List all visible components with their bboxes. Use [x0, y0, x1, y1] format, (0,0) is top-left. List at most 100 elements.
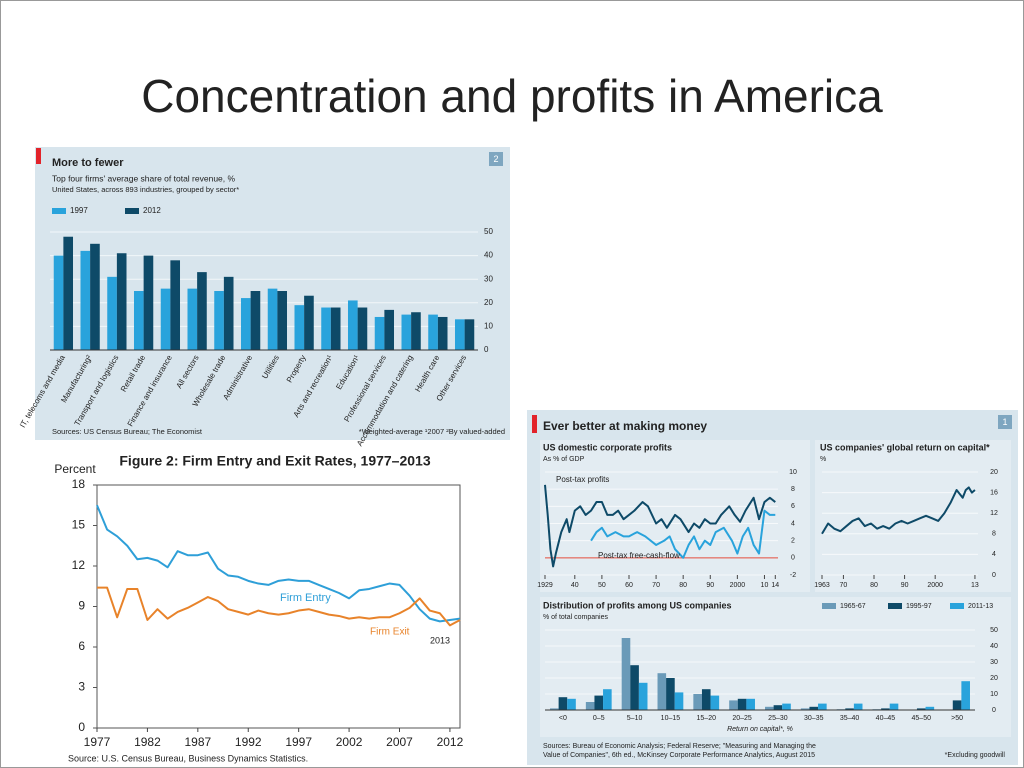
- bar: [558, 697, 568, 710]
- bar: [952, 700, 962, 710]
- line: [821, 486, 976, 535]
- x-tick-label: 35–40: [840, 715, 860, 722]
- chart-subtitle: As % of GDP: [543, 456, 585, 463]
- line: [97, 586, 461, 627]
- x-tick-label: 1963: [814, 582, 830, 589]
- legend-label: 1965-67: [840, 603, 866, 610]
- bar: [133, 291, 144, 350]
- x-tick-label: 80: [679, 582, 687, 589]
- y-tick-label: 3: [78, 680, 85, 694]
- x-tick-label: 5–10: [627, 715, 643, 722]
- y-tick-label: 0: [484, 345, 489, 354]
- x-tick-label: 70: [652, 582, 660, 589]
- bar: [187, 288, 198, 350]
- y-tick-label: 9: [78, 599, 85, 613]
- x-tick-label: 80: [870, 582, 878, 589]
- bar: [710, 695, 720, 710]
- x-tick-label: 15–20: [697, 715, 717, 722]
- bar: [925, 706, 935, 710]
- bar: [401, 314, 412, 350]
- x-tick-label: 10: [761, 582, 769, 589]
- legend-swatch: [888, 603, 902, 609]
- bar: [464, 319, 475, 350]
- y-tick-label: 18: [72, 477, 86, 491]
- legend-swatch: [950, 603, 964, 609]
- bar: [454, 319, 465, 350]
- source: Sources: Bureau of Economic Analysis; Fe…: [543, 743, 816, 750]
- x-tick-label: 1977: [84, 735, 111, 749]
- x-axis-label: Return on capital*, %: [727, 726, 793, 733]
- bar: [330, 307, 341, 350]
- x-tick-label: 20–25: [732, 715, 752, 722]
- x-tick-label: 2002: [336, 735, 363, 749]
- note: *Excluding goodwill: [945, 752, 1006, 759]
- x-tick-label: 30–35: [804, 715, 824, 722]
- y-tick-label: 30: [484, 274, 493, 283]
- accent: [36, 148, 41, 164]
- series-label: Firm Entry: [280, 592, 331, 604]
- bar: [267, 288, 278, 350]
- bar: [585, 702, 595, 710]
- y-tick-label: 10: [990, 691, 998, 698]
- chart-title: Figure 2: Firm Entry and Exit Rates, 197…: [119, 453, 430, 469]
- y-tick-label: 20: [484, 298, 493, 307]
- x-tick-label: 2000: [927, 582, 943, 589]
- bar: [294, 305, 305, 350]
- bar: [116, 253, 127, 350]
- bar: [321, 307, 331, 350]
- x-tick-label: 2007: [386, 735, 413, 749]
- bar: [729, 700, 738, 710]
- bar: [250, 291, 261, 350]
- bar: [603, 689, 612, 710]
- series-label: Post-tax profits: [556, 475, 609, 484]
- badge-text: 1: [1002, 417, 1007, 427]
- chart-subtitle: Top four firms' average share of total r…: [52, 173, 235, 183]
- y-tick-label: 4: [992, 551, 996, 558]
- bar: [374, 316, 385, 350]
- chart-title: Distribution of profits among US compani…: [543, 600, 732, 610]
- bar: [53, 255, 64, 350]
- y-tick-label: 0: [78, 720, 85, 734]
- badge: [998, 415, 1012, 429]
- badge-text: 2: [493, 154, 498, 164]
- y-tick-label: 40: [484, 251, 493, 260]
- y-tick-label: 8: [992, 531, 996, 538]
- chart-title: More to fewer: [52, 157, 124, 169]
- bar: [80, 250, 91, 350]
- slide-title: Concentration and profits in America: [141, 70, 883, 122]
- x-tick-label: 1982: [134, 735, 161, 749]
- source: Value of Companies", 6th ed., McKinsey C…: [543, 752, 815, 759]
- bar: [701, 689, 711, 710]
- bar: [567, 698, 576, 710]
- bar: [845, 708, 854, 710]
- panel-title: Ever better at making money: [543, 419, 707, 433]
- bar: [223, 276, 234, 350]
- x-tick-label: 90: [901, 582, 909, 589]
- x-tick-label: 10–15: [661, 715, 681, 722]
- y-tick-label: 30: [990, 659, 998, 666]
- y-tick-label: 12: [72, 558, 86, 572]
- bar: [961, 681, 970, 710]
- x-tick-label: <0: [559, 715, 567, 722]
- x-tick-label: 60: [625, 582, 633, 589]
- bar: [437, 316, 448, 350]
- y-tick-label: 0: [791, 555, 795, 562]
- annotation: 2013: [430, 635, 450, 645]
- badge: [489, 152, 503, 166]
- bar: [630, 665, 639, 710]
- bar: [773, 705, 783, 710]
- y-tick-label: 16: [990, 489, 998, 496]
- line: [590, 509, 776, 559]
- x-tick-label: 0–5: [593, 715, 605, 722]
- legend-label: 1995-97: [906, 603, 932, 610]
- x-tick-label: 13: [971, 582, 979, 589]
- bar: [853, 703, 863, 710]
- bar: [384, 309, 395, 350]
- series-label: Post-tax free-cash-flow: [598, 551, 680, 560]
- bar: [357, 307, 368, 350]
- bar: [621, 638, 631, 710]
- panel-background: [815, 440, 1011, 592]
- bar: [160, 288, 171, 350]
- bar: [737, 698, 747, 710]
